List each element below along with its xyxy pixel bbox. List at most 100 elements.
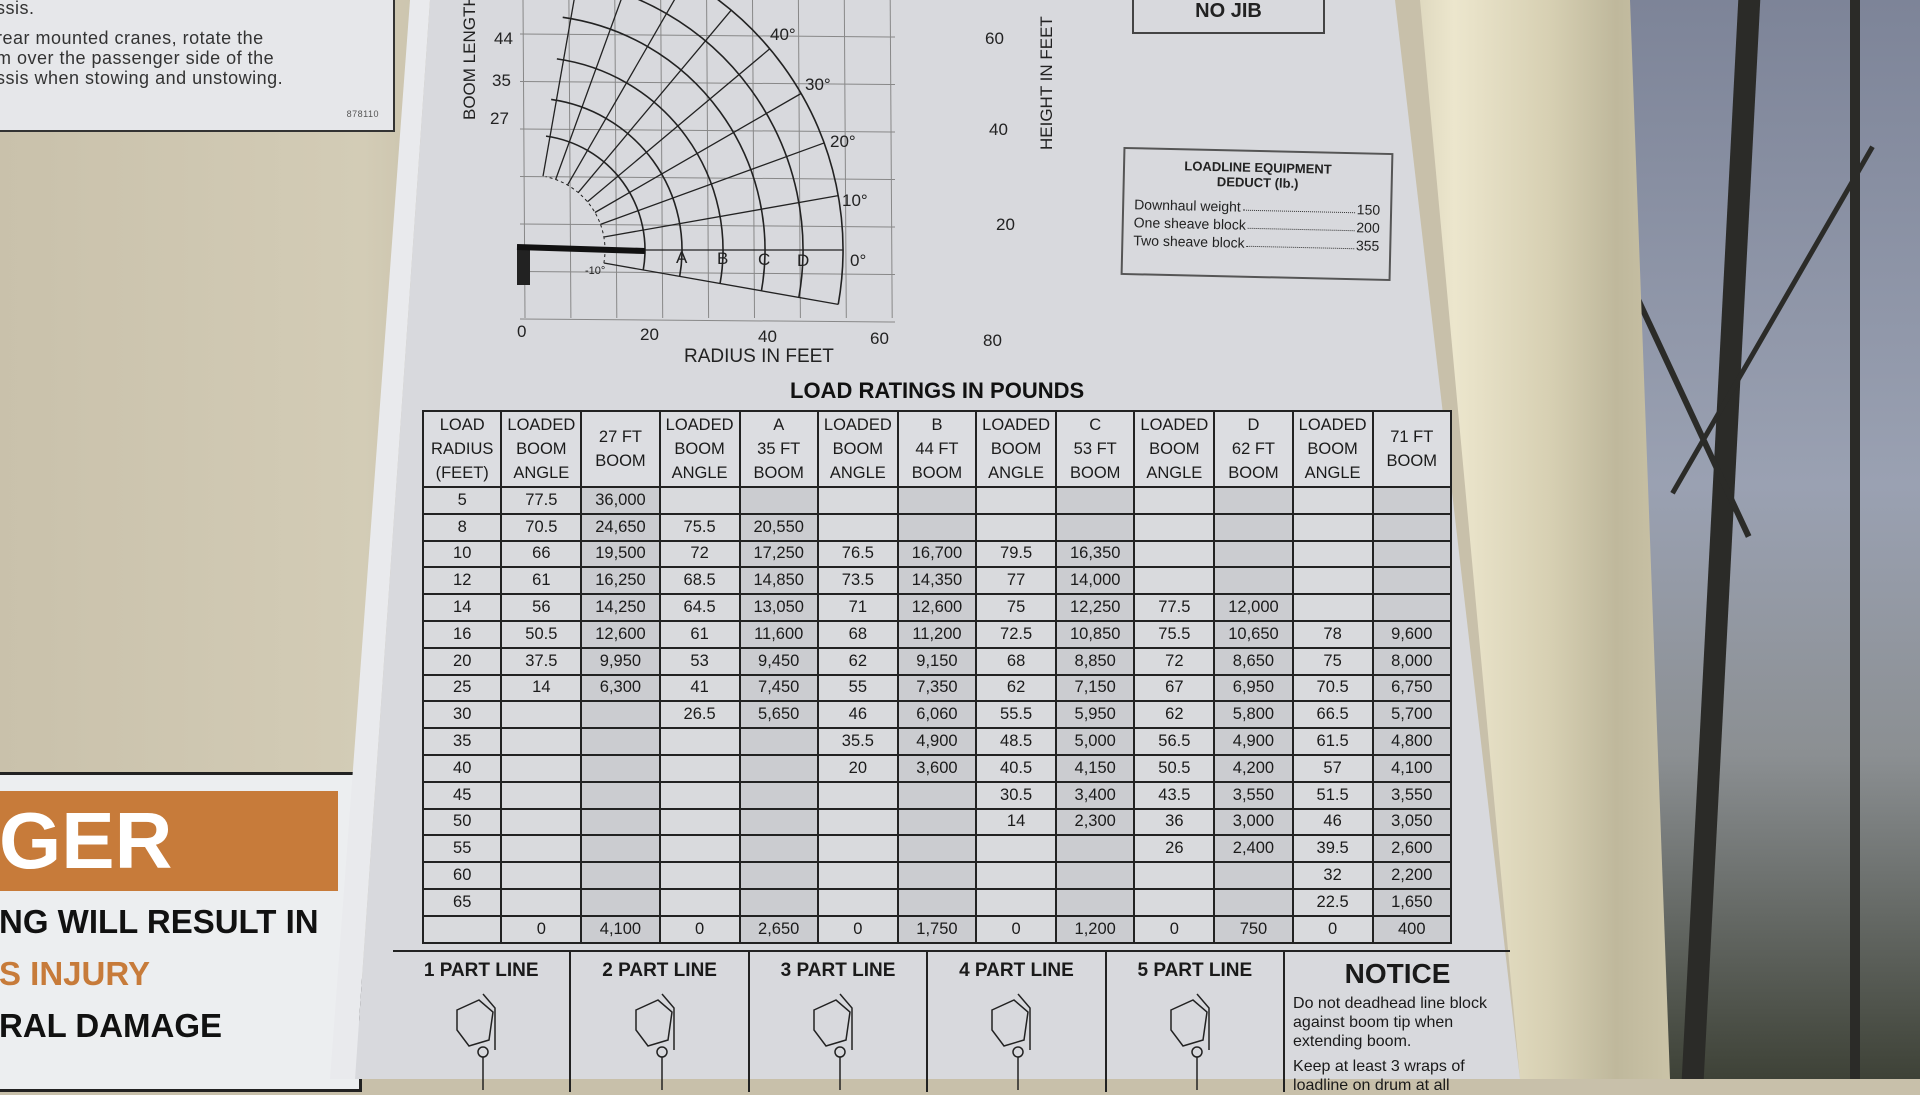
radius-cell: 25 xyxy=(421,673,503,703)
capacity-cell: 6,060 xyxy=(896,700,978,730)
grid-line xyxy=(568,0,572,319)
table-row: 12 61 16,250 68.5 14,850 73.5 14,350 77 14,000 xyxy=(421,566,1452,596)
grid-line xyxy=(797,0,801,319)
angle-cell: 79.5 xyxy=(975,539,1057,569)
angle-cell: 61 xyxy=(658,619,741,649)
radius-cell: 10 xyxy=(421,539,503,569)
sticker-line: ssis when stowing and unstowing. xyxy=(0,68,284,88)
capacity-cell: 4,100 xyxy=(1371,753,1452,783)
angle-cell: 55 xyxy=(816,673,899,703)
angle-cell: 36 xyxy=(1133,807,1216,837)
capacity-cell xyxy=(896,861,978,890)
angle-cell: 0 xyxy=(658,914,741,944)
capacity-cell xyxy=(738,780,819,810)
angle-cell: 62 xyxy=(1133,700,1216,730)
part-line-4: 4 PART LINE xyxy=(928,952,1107,1092)
boom-length-axis-label: BOOM LENGTH xyxy=(460,0,479,120)
capacity-cell: 36,000 xyxy=(580,486,661,515)
radius-cell: 40 xyxy=(421,753,503,783)
angle-cell xyxy=(975,861,1057,890)
angle-cell: 20 xyxy=(816,753,899,783)
capacity-cell xyxy=(738,727,819,756)
capacity-cell: 5,800 xyxy=(1213,700,1294,730)
table-row: 10 66 19,500 72 17,250 76.5 16,700 79.5 16,350 xyxy=(421,539,1452,569)
capacity-cell: 19,500 xyxy=(580,539,661,569)
capacity-cell xyxy=(738,753,819,783)
angle-cell: 75 xyxy=(1291,646,1374,676)
capacity-cell: 14,250 xyxy=(580,593,661,622)
angle-cell xyxy=(658,861,741,890)
grid-line xyxy=(519,81,896,85)
angle-cell xyxy=(1133,512,1216,542)
capacity-cell: 7,350 xyxy=(896,673,978,703)
angle-cell: 75.5 xyxy=(658,512,741,542)
angle-cell xyxy=(500,887,583,917)
grid-line xyxy=(519,318,896,323)
deduct-value: 355 xyxy=(1355,237,1380,254)
capacity-cell: 9,450 xyxy=(738,646,819,676)
capacity-cell: 14,350 xyxy=(896,566,978,596)
deduct-value: 200 xyxy=(1356,219,1380,236)
angle-cell xyxy=(1291,486,1374,515)
grid-line xyxy=(519,33,896,38)
column-header: LOADED BOOM ANGLE xyxy=(1133,410,1216,488)
capacity-cell: 5,650 xyxy=(738,700,819,730)
capacity-cell xyxy=(1213,861,1294,890)
grid-line xyxy=(889,0,893,319)
angle-cell: 75.5 xyxy=(1133,619,1216,649)
part-line-label: 2 PART LINE xyxy=(602,960,717,981)
danger-line: NG WILL RESULT IN xyxy=(0,903,319,940)
boom-angle-line xyxy=(555,0,622,180)
capacity-cell xyxy=(738,834,819,864)
capacity-cell: 4,200 xyxy=(1213,753,1294,783)
angle-cell: 22.5 xyxy=(1291,887,1374,917)
capacity-cell: 5,000 xyxy=(1054,727,1136,756)
capacity-cell: 5,700 xyxy=(1371,700,1452,730)
angle-label: 30° xyxy=(805,75,831,94)
boom-length-arc xyxy=(637,0,804,298)
range-diagram: BOOM LENGTH HEIGHT IN FEET RADIUS IN FEE… xyxy=(460,0,1056,367)
capacity-cell: 14,000 xyxy=(1054,566,1136,596)
angle-cell: 56 xyxy=(500,593,583,622)
capacity-cell xyxy=(1054,834,1136,864)
capacity-cell: 2,400 xyxy=(1213,834,1294,864)
angle-cell xyxy=(500,753,583,783)
sticker-line: m over the passenger side of the xyxy=(0,48,275,68)
capacity-cell: 10,850 xyxy=(1054,619,1136,649)
angle-cell xyxy=(500,834,583,864)
angle-cell: 40.5 xyxy=(975,753,1057,783)
angle-cell xyxy=(658,727,741,756)
grid-line xyxy=(660,0,664,319)
capacity-cell: 3,600 xyxy=(896,753,978,783)
angle-cell: 72 xyxy=(1133,646,1216,676)
capacity-cell xyxy=(580,700,661,730)
capacity-cell: 12,600 xyxy=(580,619,661,649)
table-row: 25 14 6,300 41 7,450 55 7,350 62 7,150 67 6,950 70.… xyxy=(421,673,1452,703)
capacity-cell xyxy=(1213,512,1294,542)
part-line-3: 3 PART LINE xyxy=(750,952,929,1092)
boom-length-arc xyxy=(556,58,724,284)
section-label: A xyxy=(676,248,688,267)
angle-cell xyxy=(500,700,583,730)
capacity-cell xyxy=(1213,887,1294,917)
capacity-cell: 7,150 xyxy=(1054,673,1136,703)
capacity-cell: 6,300 xyxy=(580,673,661,703)
radius-cell: 5 xyxy=(421,486,503,515)
angle-cell: 50.5 xyxy=(1133,753,1216,783)
angle-cell xyxy=(975,887,1057,917)
angle-label: -10° xyxy=(585,265,605,277)
angle-cell xyxy=(1133,566,1216,596)
capacity-cell xyxy=(580,780,661,810)
part-line-5: 5 PART LINE xyxy=(1107,952,1286,1092)
height-tick: 60 xyxy=(985,29,1004,48)
angle-cell: 53 xyxy=(658,646,741,676)
angle-cell xyxy=(1291,539,1374,569)
table-row: 45 30.5 3,400 43.5 3,550 51.5 3,550 xyxy=(421,780,1452,810)
boom-length-arc xyxy=(562,16,766,291)
angle-cell xyxy=(816,861,899,890)
angle-cell xyxy=(1291,512,1374,542)
load-ratings-table: LOAD RADIUS (FEET) LOADED BOOM ANGLE 27 FT… xyxy=(421,410,1452,944)
column-header: B 44 FT BOOM xyxy=(896,410,978,488)
capacity-cell xyxy=(580,887,661,917)
capacity-cell: 9,950 xyxy=(580,646,661,676)
